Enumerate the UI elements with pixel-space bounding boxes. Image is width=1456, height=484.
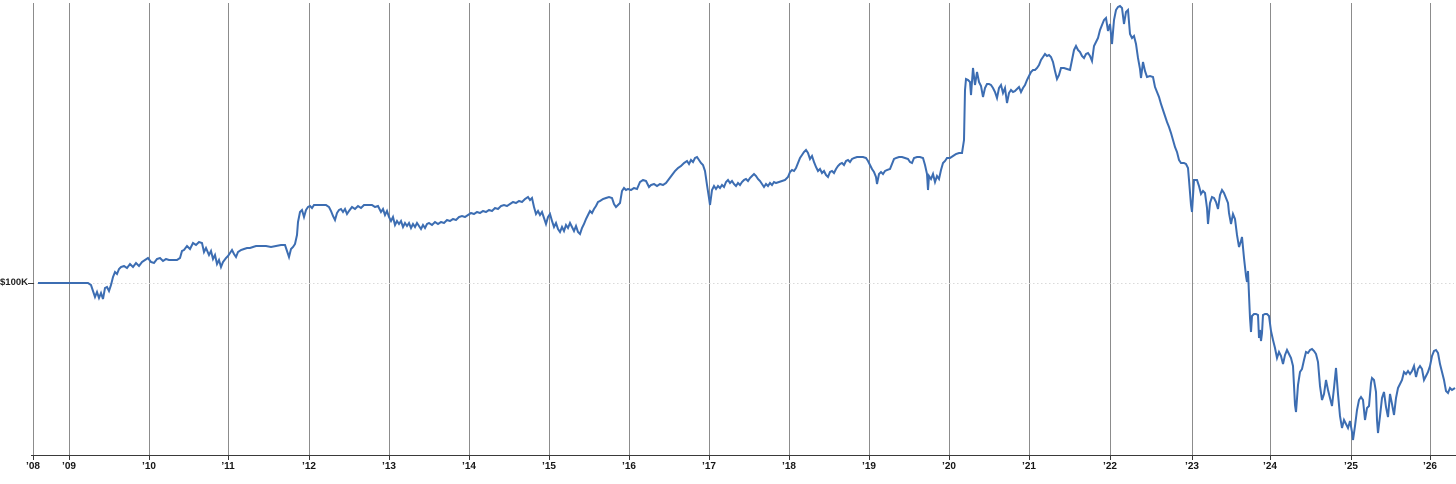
y-axis-tick-label: $100K [0, 277, 28, 288]
x-axis-tick-label: ’09 [62, 461, 76, 472]
x-axis-tick-label: ’20 [942, 461, 956, 472]
x-axis-tick-label: ’18 [782, 461, 796, 472]
x-axis-tick-label: ’16 [622, 461, 636, 472]
x-axis-tick-label: ’08 [26, 461, 40, 472]
x-axis-tick-label: ’19 [862, 461, 876, 472]
x-axis-tick-label: ’23 [1185, 461, 1199, 472]
x-axis-tick-label: ’17 [702, 461, 716, 472]
x-axis-tick-label: ’22 [1103, 461, 1117, 472]
x-axis-tick-label: ’25 [1344, 461, 1358, 472]
x-axis-tick-label: ’12 [302, 461, 316, 472]
x-axis-tick-label: ’24 [1263, 461, 1277, 472]
x-axis-tick-label: ’14 [462, 461, 476, 472]
x-axis-tick-label: ’21 [1022, 461, 1036, 472]
x-axis-tick-label: ’11 [221, 461, 235, 472]
x-axis-tick-label: ’13 [382, 461, 396, 472]
x-axis-tick-label: ’10 [142, 461, 156, 472]
x-axis-tick-label: ’26 [1423, 461, 1437, 472]
x-axis-tick-label: ’15 [542, 461, 556, 472]
series-line[interactable] [38, 4, 1456, 441]
